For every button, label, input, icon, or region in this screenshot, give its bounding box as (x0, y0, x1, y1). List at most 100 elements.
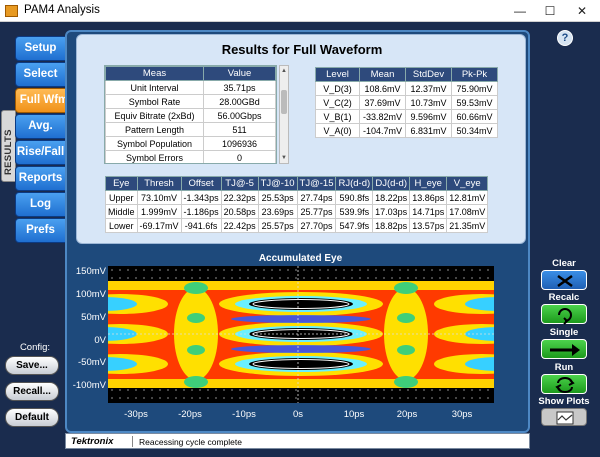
level-col-header: StdDev (405, 67, 452, 82)
eye-y-label: 0V (94, 335, 106, 346)
config-save-button[interactable]: Save... (5, 356, 59, 375)
meas-row[interactable]: Unit Interval 35.71ps (105, 80, 276, 95)
results-title: Results for Full Waveform (221, 42, 383, 57)
eye-diagram-graphic (108, 266, 494, 403)
eye-x-label: -20ps (178, 409, 202, 420)
meas-row[interactable]: Equiv Bitrate (2xBd) 56.00Gbps (105, 108, 276, 123)
eye-cell: 20.58ps (220, 204, 259, 219)
level-header-row: Level Mean StdDev Pk-Pk (315, 67, 498, 82)
single-arrow-icon (550, 344, 580, 356)
maximize-button[interactable]: ☐ (544, 4, 556, 18)
eye-cell: Upper (105, 190, 138, 205)
eye-row[interactable]: Lower -69.17mV -941.6fs 22.42ps 25.57ps 27.70… (105, 218, 489, 233)
nav-avg-wfm[interactable]: Avg. Wfm (15, 114, 66, 155)
scroll-thumb[interactable] (281, 90, 287, 114)
eye-x-label: -10ps (232, 409, 256, 420)
level-row[interactable]: V_B(1) -33.82mV 9.596mV 60.66mV (315, 109, 498, 124)
config-default-button[interactable]: Default (5, 408, 59, 427)
nav-reports[interactable]: Reports (15, 166, 66, 191)
status-message: Reacessing cycle complete (139, 437, 242, 447)
level-cell: -33.82mV (359, 109, 406, 124)
nav-rise-fall[interactable]: Rise/Fall (15, 140, 66, 165)
clear-icon (557, 274, 573, 288)
results-tab[interactable]: RESULTS (1, 110, 16, 182)
eye-cell: 22.32ps (220, 190, 259, 205)
level-row[interactable]: V_C(2) 37.69mV 10.73mV 59.53mV (315, 95, 498, 110)
scroll-down-arrow-icon[interactable]: ▼ (281, 155, 287, 161)
value-col-header: Value (203, 66, 276, 81)
level-row[interactable]: V_D(3) 108.6mV 12.37mV 75.90mV (315, 81, 498, 96)
run-label: Run (554, 362, 574, 373)
eye-cell: 22.42ps (220, 218, 259, 233)
meas-row[interactable]: Symbol Rate 28.00GBd (105, 94, 276, 109)
eye-cell: 13.57ps (409, 218, 448, 233)
nav-select[interactable]: Select (15, 62, 66, 87)
level-row[interactable]: V_A(0) -104.7mV 6.831mV 50.34mV (315, 123, 498, 138)
results-panel: Results for Full Waveform Meas Value Uni… (76, 34, 526, 244)
eye-col-header: Offset (180, 176, 222, 191)
help-icon[interactable]: ? (557, 30, 573, 46)
run-button[interactable] (541, 374, 587, 394)
config-recall-button[interactable]: Recall... (5, 382, 59, 401)
eye-col-header: TJ@-15 (296, 176, 337, 191)
eye-header-row: Eye Thresh Offset TJ@-5 TJ@-10 TJ@-15 RJ(d-d) D… (105, 176, 489, 191)
eye-x-label: 30ps (451, 409, 473, 420)
clear-label: Clear (552, 258, 576, 269)
nav-log[interactable]: Log (15, 192, 66, 217)
eye-col-header: TJ@-5 (220, 176, 259, 191)
meas-row[interactable]: Symbol Errors 0 (105, 150, 276, 163)
eye-x-label: 20ps (396, 409, 418, 420)
eye-cell: 25.77ps (296, 204, 337, 219)
eye-cell: 21.35mV (446, 218, 489, 233)
eye-col-header: TJ@-10 (257, 176, 298, 191)
meas-table: Meas Value Unit Interval 35.71ps Symbol Ra… (105, 66, 276, 163)
meas-name-cell: Symbol Rate (105, 94, 204, 109)
meas-row[interactable]: Symbol Population 1096936 (105, 136, 276, 151)
meas-name-cell: Symbol Errors (105, 150, 204, 163)
brand-logo: Tektronix (71, 436, 114, 447)
eye-row[interactable]: Middle 1.999mV -1.186ps 20.58ps 23.69ps 25.77… (105, 204, 489, 219)
nav-prefs[interactable]: Prefs (15, 218, 66, 243)
show-plots-button[interactable] (541, 408, 587, 426)
title-bar: PAM4 Analysis — ☐ ✕ (0, 0, 600, 22)
eye-cell: Middle (105, 204, 138, 219)
run-cycle-icon (555, 377, 575, 393)
recalc-button[interactable] (541, 304, 587, 325)
plot-icon (556, 411, 574, 425)
level-cell: -104.7mV (359, 123, 406, 138)
meas-table-container: Meas Value Unit Interval 35.71ps Symbol Ra… (104, 65, 277, 164)
level-cell: 108.6mV (359, 81, 406, 96)
nav-full-wfm[interactable]: Full Wfm (15, 88, 73, 113)
eye-y-label: -50mV (78, 357, 106, 368)
eye-x-label: -30ps (124, 409, 148, 420)
eye-cell: 547.9fs (335, 218, 374, 233)
minimize-button[interactable]: — (514, 4, 526, 18)
eye-cell: -1.186ps (180, 204, 222, 219)
single-button[interactable] (541, 339, 587, 359)
eye-cell: 25.53ps (257, 190, 298, 205)
close-button[interactable]: ✕ (576, 4, 588, 18)
meas-table-scrollbar[interactable]: ▲ ▼ (279, 65, 289, 164)
recalc-icon (558, 308, 572, 325)
scroll-up-arrow-icon[interactable]: ▲ (281, 68, 287, 74)
eye-col-header: V_eye (446, 176, 489, 191)
eye-col-header: Thresh (136, 176, 182, 191)
eye-cell: 17.03ps (372, 204, 411, 219)
meas-value-cell: 56.00Gbps (203, 108, 276, 123)
meas-value-cell: 511 (203, 122, 276, 137)
nav-setup[interactable]: Setup (15, 36, 66, 61)
meas-name-cell: Equiv Bitrate (2xBd) (105, 108, 204, 123)
eye-table: Eye Thresh Offset TJ@-5 TJ@-10 TJ@-15 RJ(d-d) D… (105, 176, 489, 233)
eye-diagram-plot[interactable] (108, 266, 494, 403)
eye-row[interactable]: Upper 73.10mV -1.343ps 22.32ps 25.53ps 27.74p… (105, 190, 489, 205)
meas-name-cell: Symbol Population (105, 136, 204, 151)
level-cell: 75.90mV (451, 81, 498, 96)
eye-cell: -69.17mV (136, 218, 182, 233)
clear-button[interactable] (541, 270, 587, 290)
level-cell: 12.37mV (405, 81, 452, 96)
level-col-header: Pk-Pk (451, 67, 498, 82)
meas-value-cell: 35.71ps (203, 80, 276, 95)
level-cell: 6.831mV (405, 123, 452, 138)
level-cell: 59.53mV (451, 95, 498, 110)
meas-row[interactable]: Pattern Length 511 (105, 122, 276, 137)
